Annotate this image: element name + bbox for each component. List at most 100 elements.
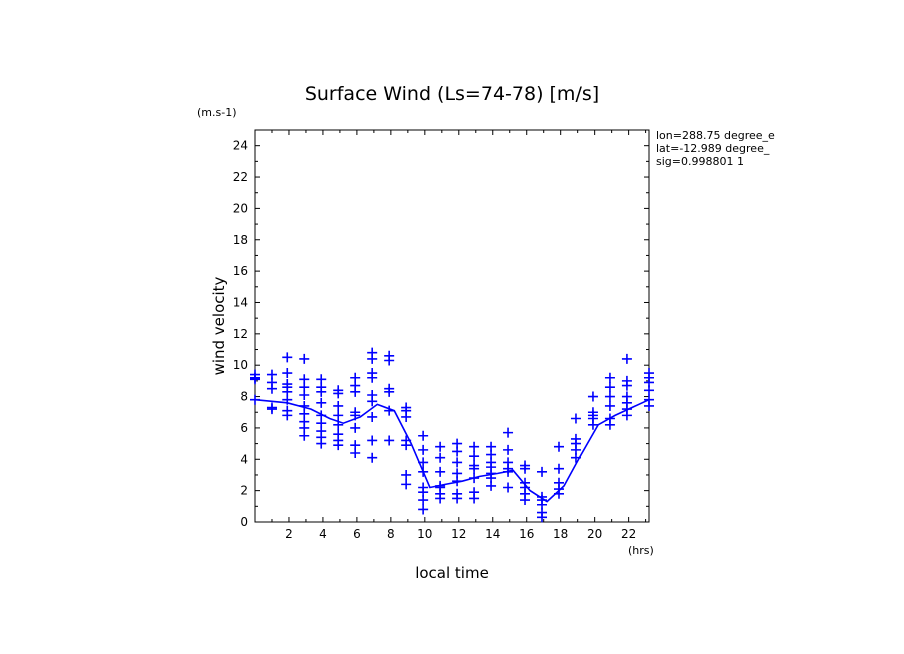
- y-tick-label: 0: [240, 515, 248, 529]
- x-tick-label: 22: [621, 527, 636, 541]
- data-point: [350, 448, 361, 459]
- info-mask: [780, 126, 904, 170]
- data-point: [282, 394, 293, 405]
- data-point: [570, 452, 581, 463]
- data-point: [621, 353, 632, 364]
- data-point: [367, 411, 378, 422]
- data-point: [435, 441, 446, 452]
- data-point: [452, 446, 463, 457]
- x-tick-label: 10: [417, 527, 432, 541]
- data-point: [350, 410, 361, 421]
- data-point: [333, 410, 344, 421]
- data-point: [333, 388, 344, 399]
- data-point: [435, 493, 446, 504]
- data-point: [418, 466, 429, 477]
- data-point: [418, 430, 429, 441]
- data-point: [621, 380, 632, 391]
- info-lon: lon=288.75 degree_e: [656, 129, 775, 142]
- data-point: [333, 419, 344, 430]
- data-point: [418, 457, 429, 468]
- data-point: [604, 419, 615, 430]
- data-point: [503, 444, 514, 455]
- x-tick-label: 8: [387, 527, 395, 541]
- x-tick-label: 4: [319, 527, 327, 541]
- x-tick-label: 20: [587, 527, 602, 541]
- data-point: [503, 427, 514, 438]
- info-sig: sig=0.998801 1: [656, 155, 744, 168]
- y-tick-label: 20: [233, 201, 248, 215]
- data-point: [316, 438, 327, 449]
- y-tick-label: 10: [233, 358, 248, 372]
- data-point: [570, 413, 581, 424]
- data-point: [469, 493, 480, 504]
- data-point: [384, 405, 395, 416]
- data-point: [503, 482, 514, 493]
- y-unit-label: (m.s-1): [197, 106, 237, 119]
- data-point: [553, 463, 564, 474]
- data-point: [587, 391, 598, 402]
- y-tick-label: 2: [240, 484, 248, 498]
- data-point: [452, 493, 463, 504]
- data-point: [520, 495, 531, 506]
- y-tick-label: 8: [240, 390, 248, 404]
- data-point: [520, 463, 531, 474]
- data-point: [299, 353, 310, 364]
- data-point: [604, 372, 615, 383]
- info-lat: lat=-12.989 degree_: [656, 142, 770, 155]
- data-point: [435, 452, 446, 463]
- y-tick-label: 4: [240, 452, 248, 466]
- data-point: [401, 469, 412, 480]
- data-point: [553, 441, 564, 452]
- x-tick-label: 18: [553, 527, 568, 541]
- data-point: [316, 386, 327, 397]
- y-tick-label: 22: [233, 170, 248, 184]
- data-point: [537, 466, 548, 477]
- y-tick-label: 18: [233, 233, 248, 247]
- data-marks: [250, 347, 654, 523]
- data-point: [299, 430, 310, 441]
- x-tick-label: 2: [285, 527, 293, 541]
- data-point: [250, 394, 260, 405]
- data-point: [282, 410, 293, 421]
- data-point: [367, 435, 378, 446]
- x-axis-label: local time: [415, 564, 489, 582]
- x-tick-label: 16: [519, 527, 534, 541]
- plot-frame: [254, 129, 650, 523]
- data-point: [299, 389, 310, 400]
- data-point: [250, 374, 260, 385]
- data-point: [367, 353, 378, 364]
- data-point: [644, 385, 654, 396]
- chart-title: Surface Wind (Ls=74-78) [m/s]: [305, 83, 599, 105]
- data-point: [266, 383, 277, 394]
- y-tick-label: 24: [233, 139, 248, 153]
- y-tick-label: 14: [233, 295, 248, 309]
- data-point: [282, 352, 293, 363]
- data-point: [435, 466, 446, 477]
- data-point: [553, 488, 564, 499]
- data-point: [644, 400, 654, 411]
- data-point: [384, 386, 395, 397]
- data-point: [282, 368, 293, 379]
- data-point: [350, 386, 361, 397]
- data-point: [537, 512, 548, 523]
- y-axis-label: wind velocity: [210, 276, 228, 375]
- data-point: [384, 435, 395, 446]
- data-point: [401, 411, 412, 422]
- data-point: [418, 495, 429, 506]
- data-point: [367, 372, 378, 383]
- data-point: [503, 466, 514, 477]
- data-point: [469, 451, 480, 462]
- data-point: [401, 479, 412, 490]
- data-point: [367, 452, 378, 463]
- data-point: [604, 391, 615, 402]
- y-tick-label: 12: [233, 327, 248, 341]
- data-point: [350, 422, 361, 433]
- data-point: [587, 419, 598, 430]
- x-tick-label: 6: [353, 527, 361, 541]
- data-point: [401, 440, 412, 451]
- data-point: [316, 397, 327, 408]
- data-point: [469, 473, 480, 484]
- data-point: [418, 504, 429, 515]
- data-point: [333, 400, 344, 411]
